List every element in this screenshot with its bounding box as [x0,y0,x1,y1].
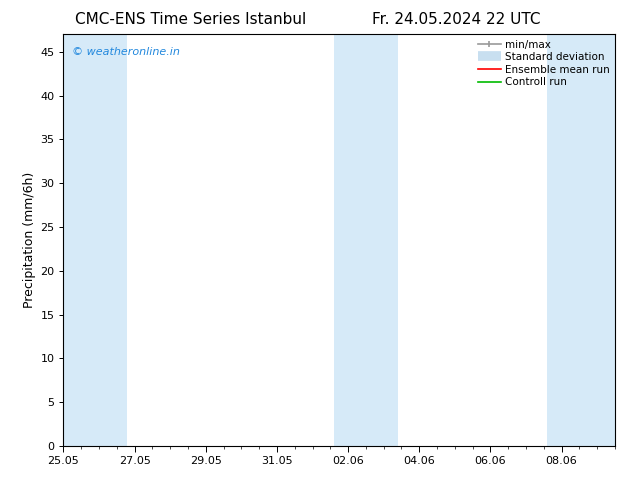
Y-axis label: Precipitation (mm/6h): Precipitation (mm/6h) [23,172,36,308]
Legend: min/max, Standard deviation, Ensemble mean run, Controll run: min/max, Standard deviation, Ensemble me… [475,36,613,91]
Text: Fr. 24.05.2024 22 UTC: Fr. 24.05.2024 22 UTC [372,12,541,27]
Text: CMC-ENS Time Series Istanbul: CMC-ENS Time Series Istanbul [75,12,306,27]
Text: © weatheronline.in: © weatheronline.in [72,47,179,57]
Bar [547,34,615,446]
Bar [63,34,127,446]
Bar [334,34,398,446]
